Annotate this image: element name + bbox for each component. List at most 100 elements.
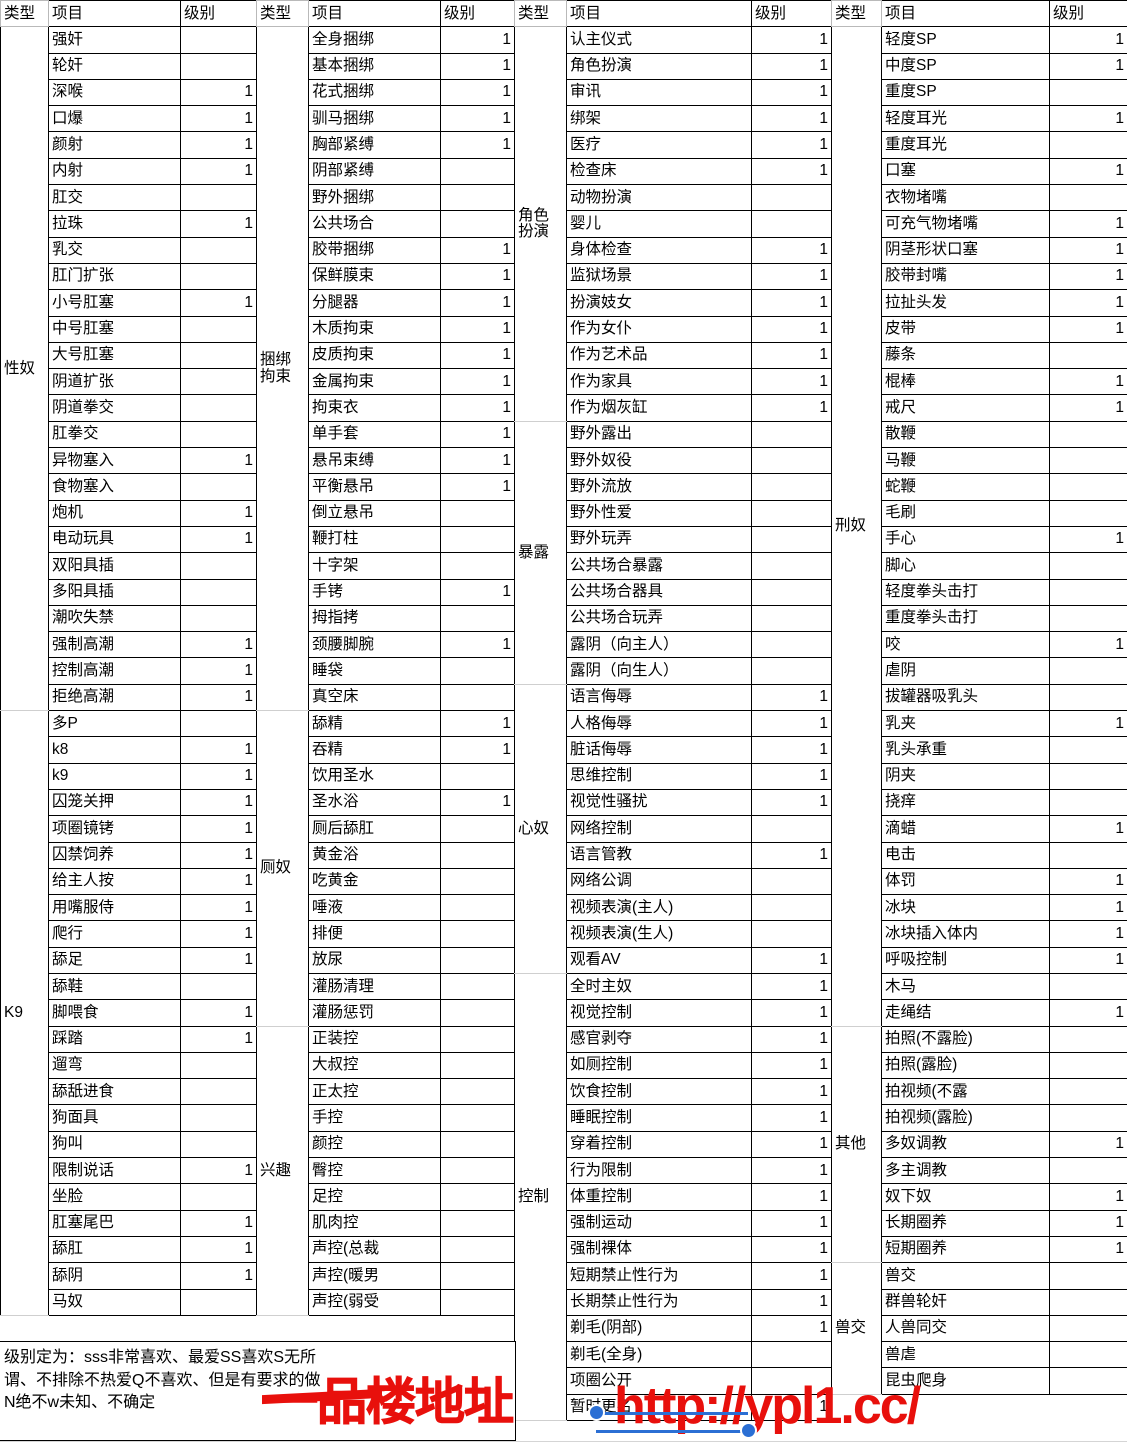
level-cell[interactable]: 1 bbox=[752, 27, 832, 53]
item-cell[interactable]: 长期圈养 bbox=[882, 1210, 1050, 1236]
level-cell[interactable] bbox=[181, 1289, 257, 1315]
item-cell[interactable]: 衣物堵嘴 bbox=[882, 185, 1050, 211]
level-cell[interactable] bbox=[1050, 789, 1127, 815]
level-cell[interactable] bbox=[441, 605, 515, 631]
item-cell[interactable]: 口爆 bbox=[49, 106, 181, 132]
level-cell[interactable] bbox=[181, 1079, 257, 1105]
item-cell[interactable]: 身体检查 bbox=[567, 237, 752, 263]
level-cell[interactable]: 1 bbox=[1050, 632, 1127, 658]
item-cell[interactable]: 皮带 bbox=[882, 316, 1050, 342]
table-row[interactable]: 性奴强奸 bbox=[1, 27, 257, 53]
level-cell[interactable] bbox=[441, 1105, 515, 1131]
level-cell[interactable] bbox=[752, 421, 832, 447]
level-cell[interactable] bbox=[441, 1052, 515, 1078]
level-cell[interactable] bbox=[181, 237, 257, 263]
level-cell[interactable] bbox=[441, 1079, 515, 1105]
level-cell[interactable] bbox=[1050, 79, 1127, 105]
item-cell[interactable]: 视觉性骚扰 bbox=[567, 789, 752, 815]
item-cell[interactable]: 皮质拘束 bbox=[309, 342, 441, 368]
level-cell[interactable]: 1 bbox=[1050, 1236, 1127, 1262]
item-cell[interactable]: 野外玩弄 bbox=[567, 526, 752, 552]
item-cell[interactable]: 角色扮演 bbox=[567, 53, 752, 79]
level-cell[interactable] bbox=[441, 868, 515, 894]
item-cell[interactable]: 网络控制 bbox=[567, 816, 752, 842]
item-cell[interactable]: 拔罐器吸乳头 bbox=[882, 684, 1050, 710]
level-cell[interactable]: 1 bbox=[1050, 263, 1127, 289]
item-cell[interactable]: 正太控 bbox=[309, 1079, 441, 1105]
level-cell[interactable] bbox=[181, 369, 257, 395]
level-cell[interactable]: 1 bbox=[181, 132, 257, 158]
level-cell[interactable] bbox=[181, 53, 257, 79]
item-cell[interactable]: 电动玩具 bbox=[49, 526, 181, 552]
group-type-cell[interactable]: 厕奴 bbox=[257, 711, 309, 1027]
level-cell[interactable]: 1 bbox=[752, 973, 832, 999]
level-cell[interactable]: 1 bbox=[752, 1052, 832, 1078]
level-cell[interactable] bbox=[181, 421, 257, 447]
item-cell[interactable]: 踩踏 bbox=[49, 1026, 181, 1052]
item-cell[interactable]: 脚喂食 bbox=[49, 1000, 181, 1026]
item-cell[interactable]: 多奴调教 bbox=[882, 1131, 1050, 1157]
item-cell[interactable]: 排便 bbox=[309, 921, 441, 947]
level-cell[interactable] bbox=[441, 1184, 515, 1210]
item-cell[interactable]: 遛弯 bbox=[49, 1052, 181, 1078]
level-cell[interactable] bbox=[1050, 553, 1127, 579]
item-cell[interactable]: 咬 bbox=[882, 632, 1050, 658]
item-cell[interactable]: 声控(弱受 bbox=[309, 1289, 441, 1315]
item-cell[interactable]: 睡眠控制 bbox=[567, 1105, 752, 1131]
item-cell[interactable]: 厕后舔肛 bbox=[309, 816, 441, 842]
level-cell[interactable]: 1 bbox=[752, 395, 832, 421]
level-cell[interactable]: 1 bbox=[752, 1289, 832, 1315]
item-cell[interactable]: 手铐 bbox=[309, 579, 441, 605]
level-cell[interactable]: 1 bbox=[752, 79, 832, 105]
item-cell[interactable]: 绑架 bbox=[567, 106, 752, 132]
item-cell[interactable]: 平衡悬吊 bbox=[309, 474, 441, 500]
item-cell[interactable]: 炮机 bbox=[49, 500, 181, 526]
item-cell[interactable]: 悬吊束缚 bbox=[309, 448, 441, 474]
level-cell[interactable] bbox=[441, 1289, 515, 1315]
level-cell[interactable]: 1 bbox=[752, 132, 832, 158]
level-cell[interactable] bbox=[1050, 1342, 1127, 1368]
level-cell[interactable] bbox=[441, 842, 515, 868]
item-cell[interactable]: 重度耳光 bbox=[882, 132, 1050, 158]
table-row[interactable]: 暴露野外露出 bbox=[515, 421, 832, 447]
level-cell[interactable] bbox=[181, 973, 257, 999]
level-cell[interactable]: 1 bbox=[752, 1236, 832, 1262]
level-cell[interactable]: 1 bbox=[752, 1394, 832, 1420]
level-cell[interactable] bbox=[181, 395, 257, 421]
item-cell[interactable]: 正装控 bbox=[309, 1026, 441, 1052]
item-cell[interactable]: 阴夹 bbox=[882, 763, 1050, 789]
level-cell[interactable]: 1 bbox=[1050, 816, 1127, 842]
item-cell[interactable]: 思维控制 bbox=[567, 763, 752, 789]
item-cell[interactable]: 肌肉控 bbox=[309, 1210, 441, 1236]
item-cell[interactable]: 马奴 bbox=[49, 1289, 181, 1315]
level-cell[interactable] bbox=[1050, 1105, 1127, 1131]
level-cell[interactable]: 1 bbox=[752, 1210, 832, 1236]
item-cell[interactable]: 语言管教 bbox=[567, 842, 752, 868]
item-cell[interactable]: 短期禁止性行为 bbox=[567, 1263, 752, 1289]
level-cell[interactable]: 1 bbox=[752, 1131, 832, 1157]
level-cell[interactable] bbox=[181, 579, 257, 605]
level-cell[interactable]: 1 bbox=[1050, 1184, 1127, 1210]
table-row[interactable]: 其他拍照(不露脸) bbox=[832, 1026, 1127, 1052]
level-cell[interactable]: 1 bbox=[752, 737, 832, 763]
level-cell[interactable]: 1 bbox=[752, 684, 832, 710]
group-type-cell[interactable]: 刑奴 bbox=[832, 27, 882, 1026]
level-cell[interactable] bbox=[441, 1263, 515, 1289]
item-cell[interactable]: 花式捆绑 bbox=[309, 79, 441, 105]
level-cell[interactable]: 1 bbox=[181, 921, 257, 947]
level-cell[interactable]: 1 bbox=[752, 263, 832, 289]
level-cell[interactable] bbox=[441, 1000, 515, 1026]
item-cell[interactable]: 灌肠惩罚 bbox=[309, 1000, 441, 1026]
level-cell[interactable]: 1 bbox=[181, 1000, 257, 1026]
item-cell[interactable]: 拉扯头发 bbox=[882, 290, 1050, 316]
level-cell[interactable]: 1 bbox=[752, 1105, 832, 1131]
item-cell[interactable]: 公共场合玩弄 bbox=[567, 605, 752, 631]
level-cell[interactable]: 1 bbox=[752, 369, 832, 395]
item-cell[interactable]: 足控 bbox=[309, 1184, 441, 1210]
item-cell[interactable]: 公共场合暴露 bbox=[567, 553, 752, 579]
item-cell[interactable]: 胶带封嘴 bbox=[882, 263, 1050, 289]
table-row[interactable]: 兴趣正装控 bbox=[257, 1026, 515, 1052]
item-cell[interactable]: 露阴（向生人） bbox=[567, 658, 752, 684]
